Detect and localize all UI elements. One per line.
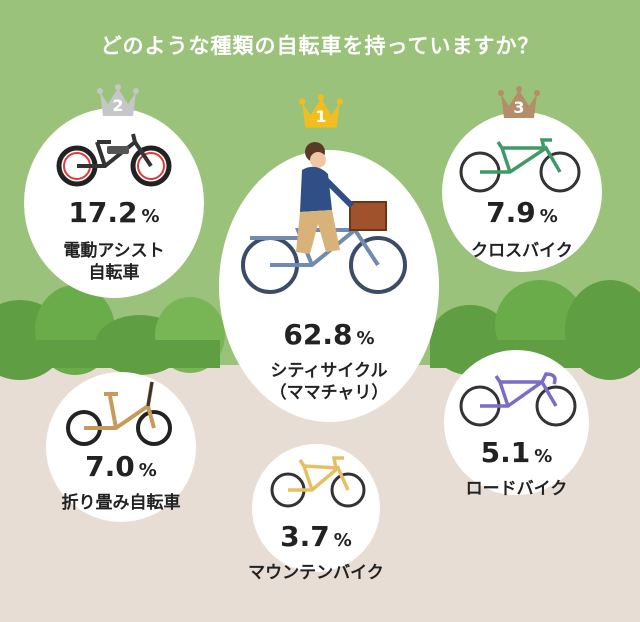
value-folding: 7.0% bbox=[46, 450, 196, 483]
value-e-assist-number: 17.2 bbox=[68, 196, 138, 229]
folding-bike-icon bbox=[66, 381, 172, 446]
e-assist-bike-icon bbox=[56, 133, 172, 187]
value-mountain-bike: 3.7% bbox=[252, 520, 380, 553]
crown-rank-2-icon: 2 bbox=[96, 82, 140, 120]
label-cross-bike: クロスバイク bbox=[442, 240, 602, 262]
value-road-bike-number: 5.1 bbox=[480, 436, 531, 469]
value-city-cycle: 62.8% bbox=[219, 318, 439, 351]
bush-left bbox=[0, 285, 225, 380]
label-city-cycle: シティサイクル （ママチャリ） bbox=[219, 360, 439, 404]
label-folding: 折り畳み自転車 bbox=[36, 492, 206, 514]
label-folding-line-1: 折り畳み自転車 bbox=[61, 493, 181, 513]
value-folding-unit: % bbox=[138, 460, 157, 481]
label-e-assist-line-2: 自転車 bbox=[88, 263, 140, 283]
city-cycle-with-rider-icon bbox=[241, 142, 407, 294]
crown-rank-3-icon: 3 bbox=[497, 84, 541, 122]
value-folding-number: 7.0 bbox=[85, 450, 135, 483]
value-city-cycle-unit: % bbox=[356, 328, 375, 349]
label-road-bike: ロードバイク bbox=[444, 478, 589, 500]
crown-rank-1-icon: 1 bbox=[298, 92, 344, 132]
value-city-cycle-number: 62.8 bbox=[283, 318, 353, 351]
bubble-folding bbox=[46, 372, 196, 522]
label-city-cycle-line-1: シティサイクル bbox=[270, 361, 388, 381]
bubble-e-assist bbox=[24, 108, 204, 298]
label-cross-bike-line-1: クロスバイク bbox=[471, 241, 573, 261]
label-e-assist: 電動アシスト 自転車 bbox=[24, 240, 204, 284]
mountain-bike-icon bbox=[270, 456, 366, 508]
value-road-bike: 5.1% bbox=[444, 436, 589, 469]
page-title: どのような種類の自転車を持っていますか？ bbox=[100, 34, 540, 58]
label-mountain-bike: マウンテンバイク bbox=[206, 562, 426, 584]
label-mountain-bike-line-1: マウンテンバイク bbox=[248, 563, 384, 583]
value-cross-bike-number: 7.9 bbox=[486, 196, 536, 229]
crown-rank-2-number: 2 bbox=[112, 96, 124, 115]
cross-bike-icon bbox=[459, 138, 581, 193]
bush-right bbox=[430, 280, 640, 380]
value-road-bike-unit: % bbox=[534, 446, 553, 467]
value-e-assist: 17.2% bbox=[24, 196, 204, 229]
value-cross-bike-unit: % bbox=[539, 206, 558, 227]
bubble-cross-bike bbox=[442, 112, 602, 272]
crown-rank-1-number: 1 bbox=[315, 107, 327, 126]
label-city-cycle-line-2: （ママチャリ） bbox=[269, 383, 389, 403]
value-e-assist-unit: % bbox=[141, 206, 160, 227]
value-mountain-bike-number: 3.7 bbox=[280, 520, 330, 553]
label-road-bike-line-1: ロードバイク bbox=[465, 479, 568, 499]
label-e-assist-line-1: 電動アシスト bbox=[63, 241, 165, 261]
road-bike-icon bbox=[459, 372, 577, 427]
crown-rank-3-number: 3 bbox=[513, 98, 525, 117]
value-mountain-bike-unit: % bbox=[333, 530, 352, 551]
value-cross-bike: 7.9% bbox=[442, 196, 602, 229]
